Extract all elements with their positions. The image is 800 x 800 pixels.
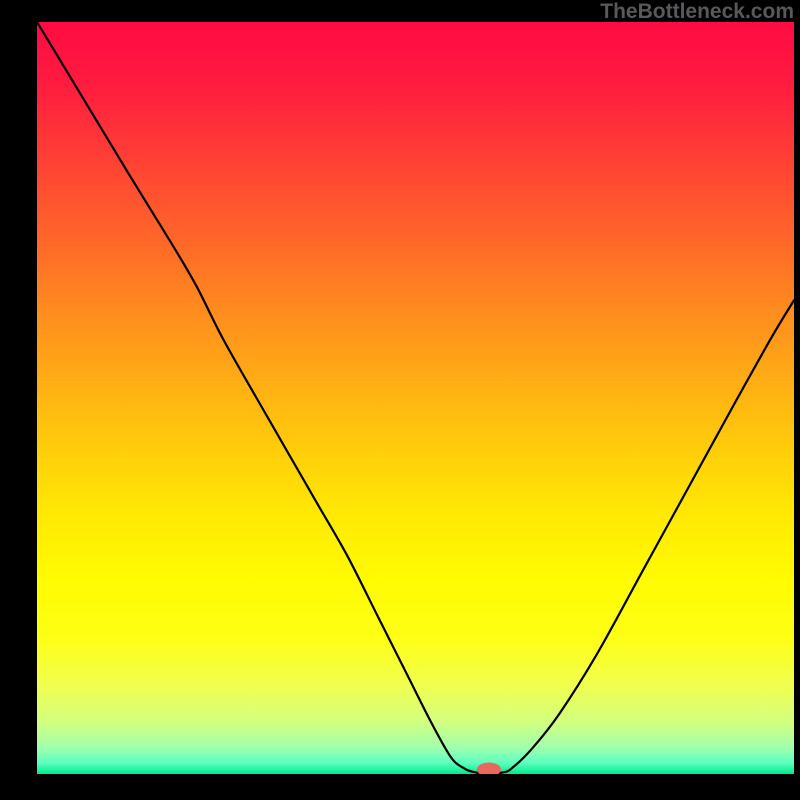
curve-layer (37, 22, 794, 774)
optimal-marker (477, 762, 501, 774)
bottleneck-curve (37, 22, 794, 773)
chart-frame: TheBottleneck.com (0, 0, 800, 800)
watermark-text: TheBottleneck.com (600, 0, 794, 24)
plot-area (37, 22, 794, 774)
